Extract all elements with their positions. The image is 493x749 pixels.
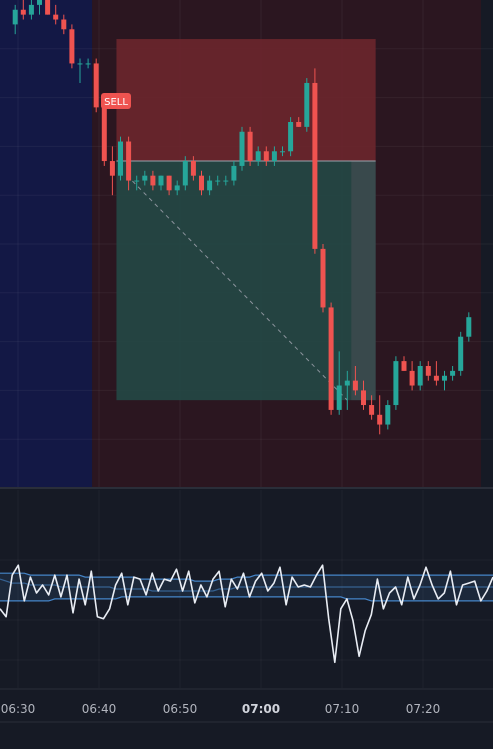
oscillator-line (0, 564, 493, 664)
candle-body (442, 375, 447, 381)
oscillator-band-3 (0, 596, 493, 602)
candle-body (239, 131, 245, 166)
candle-body (166, 175, 172, 191)
candle-body (263, 151, 269, 162)
candle-body (28, 4, 34, 15)
session-background-1 (0, 0, 93, 488)
oscillator-band-1 (0, 572, 493, 582)
time-axis[interactable]: 06:30 06:40 06:50 07:00 07:10 07:20 (1, 702, 441, 716)
candle-body (312, 82, 318, 249)
candle-body (37, 0, 42, 5)
candle-body (377, 414, 383, 425)
candle-body (352, 380, 358, 391)
candle-body (409, 370, 415, 386)
candle-body (288, 122, 294, 152)
candle-body (320, 248, 326, 308)
trade-path-line (132, 180, 348, 401)
candle-body (328, 307, 334, 410)
candle-body (134, 180, 140, 182)
take-profit-zone[interactable] (116, 161, 376, 401)
candle-body (344, 380, 350, 386)
candle-body (109, 161, 115, 176)
candle-body (280, 151, 285, 153)
candle-body (393, 361, 399, 406)
candle-body (20, 9, 26, 15)
candle-body (255, 151, 261, 162)
candle-body (296, 122, 302, 127)
candle-body (174, 185, 180, 191)
time-tick-label: 07:00 (242, 702, 280, 716)
candle-body (304, 82, 310, 127)
candle-body (150, 175, 156, 186)
candle-body (417, 366, 423, 386)
sell-marker[interactable]: SELL (101, 93, 131, 109)
oscillator-grid (0, 490, 493, 688)
candle-body (93, 63, 99, 108)
candle-body (450, 370, 456, 376)
candle-body (182, 161, 188, 186)
candle-body (466, 317, 472, 337)
candle-body (231, 165, 237, 181)
candle-body (190, 161, 196, 176)
candle-body (199, 175, 204, 191)
candlestick-series (12, 0, 472, 435)
candle-body (369, 405, 375, 415)
candle-body (361, 390, 366, 406)
candle-body (53, 14, 59, 20)
candle-body (215, 180, 221, 182)
candle-body (425, 366, 431, 376)
candle-body (69, 29, 75, 64)
candle-body (401, 361, 407, 371)
time-tick-label: 06:40 (82, 702, 117, 716)
candle-body (385, 405, 391, 425)
position-remaining-zone (351, 161, 376, 401)
candle-body (207, 180, 213, 191)
candle-body (12, 9, 18, 25)
candle-body (142, 175, 148, 181)
position-tool[interactable] (116, 39, 376, 401)
candle-body (223, 180, 229, 182)
candle-body (118, 141, 123, 176)
candle-body (101, 107, 107, 162)
sell-marker-box (101, 93, 131, 109)
candle-body (247, 131, 253, 162)
time-tick-label: 07:10 (325, 702, 360, 716)
candle-body (45, 0, 51, 15)
candle-body (271, 151, 277, 162)
candle-body (458, 336, 464, 371)
candle-body (158, 175, 164, 186)
candle-body (85, 63, 91, 65)
candle-body (126, 141, 132, 181)
time-tick-label: 06:50 (163, 702, 198, 716)
oscillator-series (0, 564, 493, 664)
stop-loss-zone[interactable] (116, 39, 376, 162)
candle-body (77, 63, 83, 65)
candle-body (61, 19, 67, 30)
time-tick-label: 07:20 (406, 702, 441, 716)
candle-body (433, 375, 439, 381)
time-tick-label: 06:30 (1, 702, 36, 716)
sell-marker-label: SELL (104, 97, 128, 108)
candle-body (336, 385, 342, 410)
